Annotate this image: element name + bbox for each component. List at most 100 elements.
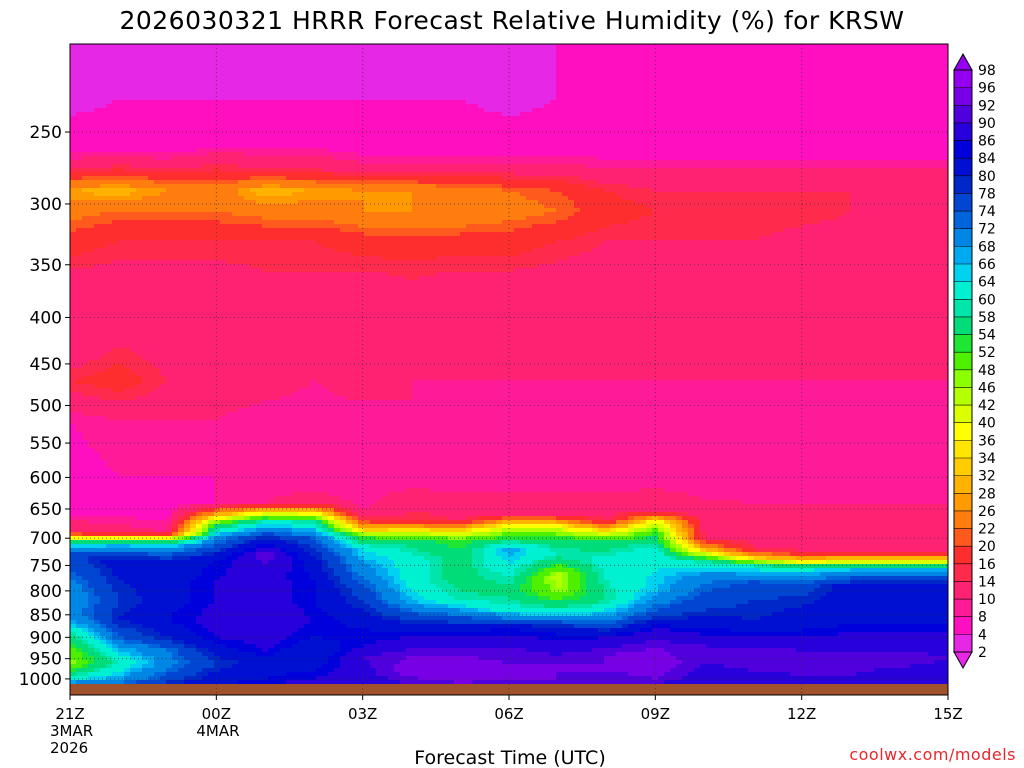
heatmap-cell [118, 248, 125, 253]
heatmap-cell [250, 120, 257, 125]
heatmap-cell [238, 516, 245, 521]
heatmap-cell [100, 668, 107, 673]
heatmap-cell [130, 184, 137, 189]
heatmap-cell [154, 572, 161, 577]
heatmap-cell [202, 308, 209, 313]
heatmap-cell [106, 620, 113, 625]
heatmap-cell [136, 272, 143, 277]
heatmap-cell [142, 292, 149, 297]
heatmap-cell [142, 376, 149, 381]
heatmap-cell [88, 604, 95, 609]
heatmap-cell [214, 464, 221, 469]
heatmap-cell [136, 144, 143, 149]
heatmap-cell [82, 480, 89, 485]
heatmap-cell [148, 188, 155, 193]
heatmap-cell [196, 108, 203, 113]
heatmap-cell [130, 676, 137, 681]
heatmap-cell [172, 296, 179, 301]
heatmap-cell [106, 88, 113, 93]
heatmap-cell [124, 464, 131, 469]
heatmap-cell [208, 316, 215, 321]
heatmap-cell [94, 60, 101, 65]
heatmap-cell [196, 416, 203, 421]
heatmap-cell [178, 124, 185, 129]
heatmap-cell [232, 632, 239, 637]
heatmap-cell [220, 320, 227, 325]
heatmap-cell [250, 468, 257, 473]
heatmap-cell [88, 380, 95, 385]
heatmap-cell [220, 628, 227, 633]
heatmap-cell [202, 416, 209, 421]
heatmap-cell [94, 300, 101, 305]
heatmap-cell [208, 168, 215, 173]
heatmap-cell [94, 420, 101, 425]
heatmap-cell [196, 244, 203, 249]
heatmap-cell [94, 136, 101, 141]
heatmap-cell [160, 396, 167, 401]
heatmap-cell [226, 296, 233, 301]
heatmap-cell [94, 476, 101, 481]
heatmap-cell [220, 672, 227, 677]
heatmap-cell [94, 116, 101, 121]
heatmap-cell [214, 664, 221, 669]
heatmap-cell [220, 352, 227, 357]
heatmap-cell [172, 484, 179, 489]
heatmap-cell [220, 424, 227, 429]
heatmap-cell [238, 524, 245, 529]
heatmap-cell [232, 52, 239, 57]
heatmap-cell [124, 316, 131, 321]
heatmap-cell [112, 220, 119, 225]
heatmap-cell [250, 116, 257, 121]
heatmap-cell [88, 500, 95, 505]
heatmap-cell [70, 312, 77, 317]
heatmap-cell [214, 284, 221, 289]
heatmap-cell [226, 672, 233, 677]
heatmap-cell [148, 452, 155, 457]
heatmap-cell [196, 396, 203, 401]
heatmap-cell [70, 224, 77, 229]
heatmap-cell [100, 620, 107, 625]
heatmap-cell [136, 80, 143, 85]
heatmap-cell [94, 524, 101, 529]
heatmap-cell [214, 72, 221, 77]
heatmap-cell [190, 616, 197, 621]
heatmap-cell [106, 96, 113, 101]
heatmap-cell [178, 212, 185, 217]
heatmap-cell [190, 456, 197, 461]
heatmap-cell [238, 56, 245, 61]
heatmap-cell [226, 212, 233, 217]
heatmap-cell [220, 420, 227, 425]
heatmap-cell [238, 544, 245, 549]
heatmap-cell [244, 92, 251, 97]
heatmap-cell [172, 92, 179, 97]
heatmap-cell [250, 216, 257, 221]
heatmap-cell [202, 116, 209, 121]
heatmap-cell [166, 152, 173, 157]
heatmap-cell [166, 432, 173, 437]
heatmap-cell [124, 500, 131, 505]
heatmap-cell [136, 612, 143, 617]
heatmap-cell [154, 204, 161, 209]
heatmap-cell [184, 260, 191, 265]
heatmap-cell [232, 320, 239, 325]
heatmap-cell [202, 600, 209, 605]
heatmap-cell [136, 132, 143, 137]
heatmap-cell [154, 112, 161, 117]
heatmap-cell [124, 356, 131, 361]
heatmap-cell [142, 48, 149, 53]
heatmap-cell [166, 628, 173, 633]
heatmap-cell [100, 144, 107, 149]
heatmap-cell [100, 68, 107, 73]
heatmap-cell [70, 436, 77, 441]
heatmap-cell [142, 564, 149, 569]
heatmap-cell [238, 84, 245, 89]
heatmap-cell [148, 316, 155, 321]
heatmap-cell [160, 456, 167, 461]
heatmap-cell [220, 576, 227, 581]
heatmap-cell [82, 292, 89, 297]
heatmap-cell [220, 68, 227, 73]
heatmap-cell [214, 368, 221, 373]
heatmap-cell [202, 44, 209, 49]
heatmap-cell [76, 248, 83, 253]
heatmap-cell [160, 156, 167, 161]
